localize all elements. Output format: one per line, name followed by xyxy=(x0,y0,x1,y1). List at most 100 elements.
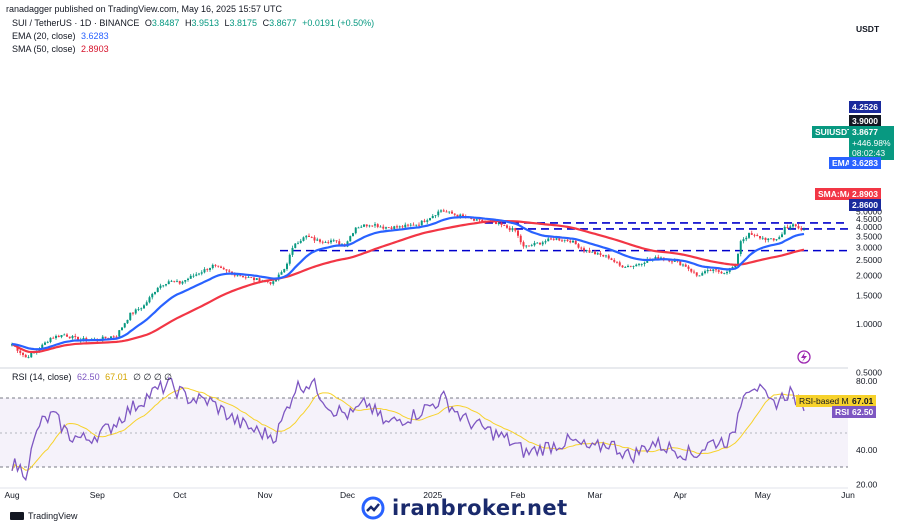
ohlc-high: 3.9513 xyxy=(191,18,219,28)
price-tick-label: 4.5000 xyxy=(856,214,882,224)
price-tick-label: 1.0000 xyxy=(856,319,882,329)
candle-body xyxy=(203,269,206,273)
candle-body xyxy=(242,276,244,278)
candle-body xyxy=(456,214,459,217)
candle-body xyxy=(654,256,657,259)
candle-body xyxy=(420,220,423,226)
candle-body xyxy=(297,242,299,244)
time-tick-label: Feb xyxy=(511,490,526,500)
candle-body xyxy=(440,210,442,212)
candle-body xyxy=(74,336,77,337)
candle-body xyxy=(41,344,44,350)
candle-body xyxy=(629,265,632,267)
candle-body xyxy=(541,242,544,245)
price-tick-label: 4.0000 xyxy=(856,222,882,232)
candle-body xyxy=(316,239,319,241)
tradingview-logo-icon xyxy=(10,512,24,520)
currency-label: USDT xyxy=(856,24,880,34)
candle-body xyxy=(613,259,616,262)
rsi-tick-label: 20.00 xyxy=(856,479,878,489)
candle-body xyxy=(280,272,283,275)
last-price-tag: 3.8677 +446.98% 08:02:43 xyxy=(849,126,894,160)
candle-body xyxy=(71,336,74,339)
candle-body xyxy=(547,238,550,242)
candle-body xyxy=(368,225,371,227)
ohlc-c-label: C xyxy=(262,18,270,28)
candle-body xyxy=(794,224,797,227)
time-axis: Aug Sep Oct Nov Dec 2025 Feb Mar Apr May Jun xyxy=(4,490,855,500)
candle-body xyxy=(321,241,324,243)
candle-body xyxy=(324,242,327,243)
candle-body xyxy=(528,245,530,247)
candle-body xyxy=(222,267,225,270)
candle-body xyxy=(690,268,693,272)
candle-body xyxy=(423,220,426,222)
candle-body xyxy=(393,226,396,229)
candle-body xyxy=(134,309,137,314)
candle-body xyxy=(101,336,104,341)
candle-body xyxy=(178,280,181,284)
candle-body xyxy=(572,240,574,243)
candle-body xyxy=(63,334,66,336)
candle-body xyxy=(206,269,209,270)
symbol-legend[interactable]: SUI / TetherUS · 1D · BINANCE O3.8487 H3… xyxy=(12,18,374,28)
tradingview-brand[interactable]: TradingView xyxy=(10,511,78,521)
candle-body xyxy=(330,240,332,243)
time-tick-label: Nov xyxy=(257,490,273,500)
candle-body xyxy=(200,272,203,274)
candle-body xyxy=(596,253,599,255)
ema-legend[interactable]: EMA (20, close) 3.6283 xyxy=(12,31,109,41)
candle-body xyxy=(459,214,462,217)
candle-body xyxy=(22,352,24,355)
ema-20-line xyxy=(11,215,805,351)
candle-body xyxy=(294,243,297,248)
candle-body xyxy=(783,226,786,235)
candle-body xyxy=(398,226,401,228)
tradingview-brand-text: TradingView xyxy=(28,511,78,521)
level-tag-4-2526: 4.2526 xyxy=(849,101,881,113)
sma-legend[interactable]: SMA (50, close) 2.8903 xyxy=(12,44,109,54)
ohlc-l-label: L xyxy=(224,18,230,28)
sma-value-tag: 2.8903 xyxy=(849,188,881,200)
candle-body xyxy=(687,266,690,269)
candlestick-series xyxy=(11,208,805,359)
candle-body xyxy=(220,266,222,268)
candle-body xyxy=(624,267,627,268)
candle-body xyxy=(448,211,451,213)
candle-body xyxy=(682,264,684,266)
candle-body xyxy=(508,227,511,231)
candle-body xyxy=(715,269,717,271)
candle-body xyxy=(390,227,393,229)
candle-body xyxy=(767,238,770,241)
candle-body xyxy=(376,224,379,227)
candle-body xyxy=(789,226,792,228)
candle-body xyxy=(313,237,316,241)
price-tick-label: 3.5000 xyxy=(856,232,882,242)
candle-body xyxy=(550,238,552,240)
candle-body xyxy=(583,248,585,251)
candle-body xyxy=(737,254,739,265)
ohlc-o-label: O xyxy=(144,18,152,28)
candle-body xyxy=(181,281,184,284)
candle-body xyxy=(253,277,255,280)
candle-body xyxy=(627,265,629,268)
rsi-legend[interactable]: RSI (14, close) 62.50 67.01 ∅ ∅ ∅ ∅ xyxy=(12,372,172,383)
candle-body xyxy=(118,330,121,337)
candle-body xyxy=(478,219,481,221)
level-tag-3-9000: 3.9000 xyxy=(849,115,881,127)
candle-body xyxy=(761,237,764,239)
candle-body xyxy=(580,247,583,249)
candle-body xyxy=(214,264,217,266)
candle-body xyxy=(319,239,321,242)
candle-body xyxy=(148,297,151,303)
lightning-icon[interactable] xyxy=(797,350,811,364)
candle-body xyxy=(679,261,682,266)
time-tick-label: 2025 xyxy=(423,490,442,500)
time-tick-label: Oct xyxy=(173,490,187,500)
candle-body xyxy=(431,215,434,219)
candle-body xyxy=(745,237,748,240)
candle-body xyxy=(635,264,638,267)
candle-body xyxy=(558,238,561,241)
rsi-tick-label: 40.00 xyxy=(856,445,878,455)
